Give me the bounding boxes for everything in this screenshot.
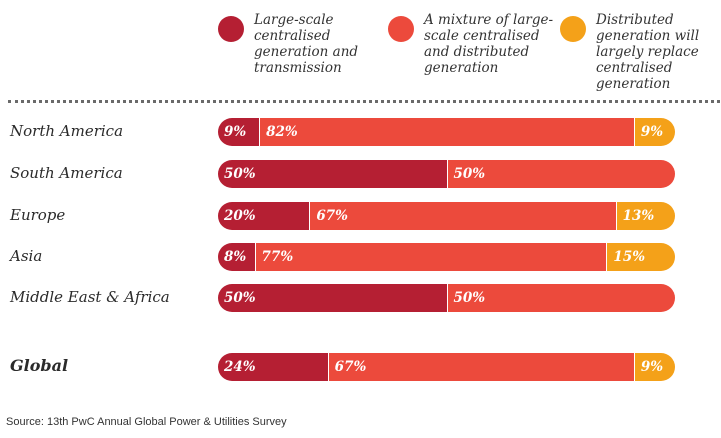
region-label-asia: Asia (10, 247, 43, 265)
data-label: 13% (622, 208, 655, 224)
data-label: 9% (640, 124, 664, 140)
data-label: 67% (316, 208, 349, 224)
region-label-middle-east-africa: Middle East & Africa (10, 288, 170, 306)
bar-segment: 82% (259, 118, 634, 146)
bar-north-america: 9% 82% 9% (218, 118, 675, 146)
bar-europe: 20% 67% 13% (218, 202, 675, 230)
bar-segment: 24% (218, 353, 328, 381)
legend-swatch (218, 16, 244, 42)
region-label-south-america: South America (10, 164, 123, 182)
bar-segment: 50% (446, 284, 675, 312)
bar-segment: 9% (633, 353, 675, 381)
data-label: 9% (224, 124, 247, 140)
region-label-global: Global (10, 356, 69, 375)
bar-segment: 50% (446, 160, 675, 188)
region-label-north-america: North America (10, 122, 124, 140)
data-label: 50% (224, 166, 256, 182)
legend-label: Distributed generation will largely repl… (596, 12, 700, 92)
bar-segment: 9% (218, 118, 260, 146)
bar-segment: 20% (218, 202, 310, 230)
data-label: 50% (453, 290, 486, 306)
bar-global: 24% 67% 9% (218, 353, 675, 381)
bar-asia: 8% 77% 15% (218, 243, 675, 271)
data-label: 9% (640, 359, 664, 375)
legend-swatch (388, 16, 414, 42)
data-label: 50% (453, 166, 486, 182)
bar-south-america: 50% 50% (218, 160, 675, 188)
data-label: 77% (261, 249, 294, 265)
bar-segment: 77% (254, 243, 607, 271)
bar-segment: 8% (218, 243, 255, 271)
bar-segment: 67% (309, 202, 616, 230)
divider (8, 100, 720, 103)
data-label: 24% (224, 359, 256, 375)
bar-segment: 50% (218, 284, 447, 312)
bar-segment: 13% (615, 202, 675, 230)
legend-label: Large-scale centralised generation and t… (254, 12, 359, 76)
data-label: 20% (224, 208, 256, 224)
bar-segment: 9% (633, 118, 675, 146)
data-label: 67% (334, 359, 367, 375)
bar-segment: 50% (218, 160, 447, 188)
data-label: 8% (224, 249, 247, 265)
bar-segment: 15% (606, 243, 675, 271)
region-label-europe: Europe (10, 206, 66, 224)
legend-swatch (560, 16, 586, 42)
data-label: 15% (613, 249, 646, 265)
source-note: Source: 13th PwC Annual Global Power & U… (6, 416, 287, 428)
bar-segment: 67% (327, 353, 634, 381)
data-label: 82% (266, 124, 298, 140)
legend-label: A mixture of large-scale centralised and… (424, 12, 554, 76)
bar-middle-east-africa: 50% 50% (218, 284, 675, 312)
data-label: 50% (224, 290, 256, 306)
